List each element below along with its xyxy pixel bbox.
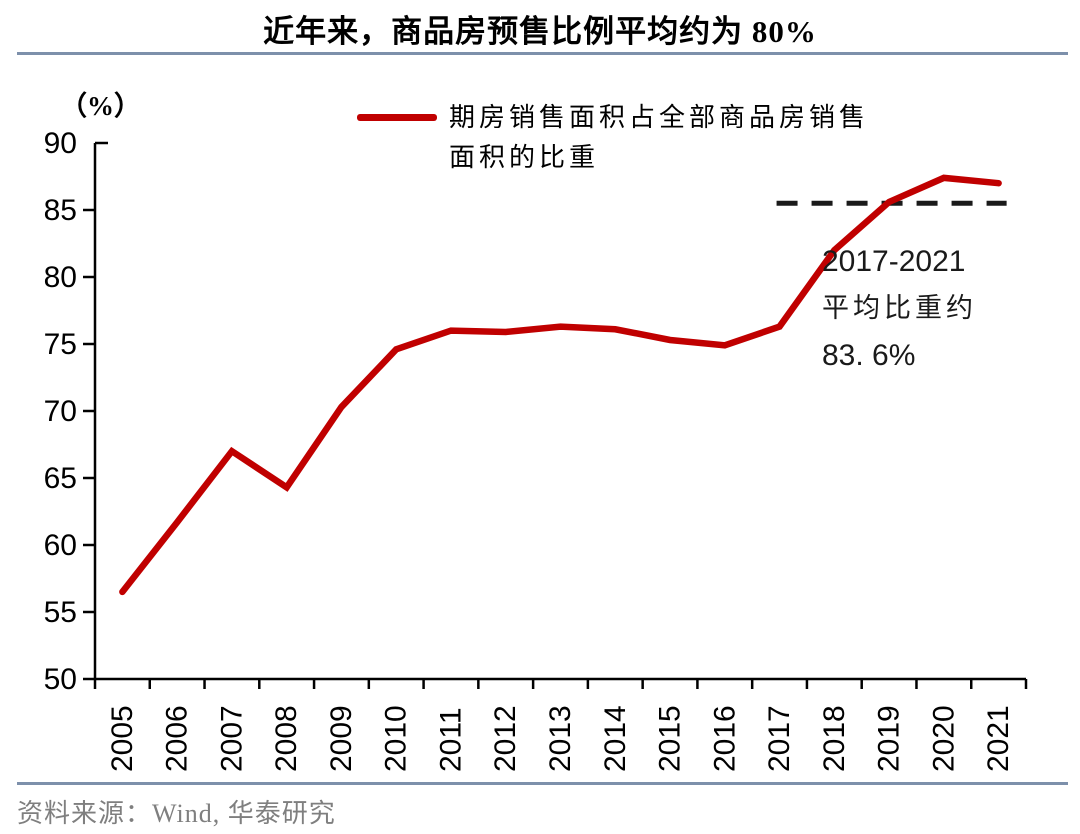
- annotation-year-range: 2017-2021: [822, 245, 966, 278]
- x-tick-label: 2021: [982, 705, 1015, 772]
- x-tick-label: 2019: [873, 705, 906, 772]
- legend-series-label: 期房销售面积占全部商品房销售 面积的比重: [449, 98, 869, 178]
- x-tick-label: 2008: [270, 705, 303, 772]
- annotation-value: 83. 6%: [822, 339, 916, 372]
- x-tick-label: 2018: [818, 705, 851, 772]
- chart-legend: 期房销售面积占全部商品房销售 面积的比重: [357, 98, 869, 178]
- y-tick-label: 90: [44, 127, 77, 160]
- y-tick-label: 70: [44, 395, 77, 428]
- series-line-presale-ratio: [119, 174, 1002, 596]
- x-tick-label: 2011: [434, 707, 467, 772]
- chart-title: 近年来，商品房预售比例平均约为 80%: [263, 14, 817, 49]
- y-tick-label: 80: [44, 261, 77, 294]
- y-axis-unit-label: （%）: [60, 91, 141, 121]
- title-divider-line: [17, 52, 1068, 55]
- legend-line-marker: [357, 114, 437, 121]
- y-tick-label: 65: [44, 462, 77, 495]
- average-annotation: 2017-2021 平均比重约 83. 6%: [822, 238, 977, 379]
- x-tick-label: 2015: [654, 705, 687, 772]
- y-tick-label: 75: [44, 328, 77, 361]
- x-tick-label: 2006: [161, 705, 194, 772]
- data-source-note: 资料来源：Wind, 华泰研究: [17, 799, 336, 828]
- x-tick-label: 2005: [106, 705, 139, 772]
- x-tick-label: 2010: [380, 705, 413, 772]
- legend-label-line2: 面积的比重: [449, 143, 600, 172]
- y-tick-label: 85: [44, 194, 77, 227]
- legend-label-line1: 期房销售面积占全部商品房销售: [449, 103, 870, 132]
- y-tick-label: 60: [44, 529, 77, 562]
- x-tick-label: 2017: [763, 705, 796, 772]
- x-tick-label: 2014: [599, 705, 632, 772]
- x-tick-label: 2020: [927, 705, 960, 772]
- x-tick-label: 2009: [325, 705, 358, 772]
- x-tick-label: 2007: [215, 705, 248, 772]
- annotation-text: 平均比重约: [822, 293, 977, 323]
- source-divider-line: [17, 782, 1068, 785]
- y-tick-label: 55: [44, 596, 77, 629]
- y-tick-label: 50: [44, 663, 77, 696]
- x-tick-label: 2013: [544, 705, 577, 772]
- x-tick-label: 2012: [489, 705, 522, 772]
- x-tick-label: 2016: [708, 705, 741, 772]
